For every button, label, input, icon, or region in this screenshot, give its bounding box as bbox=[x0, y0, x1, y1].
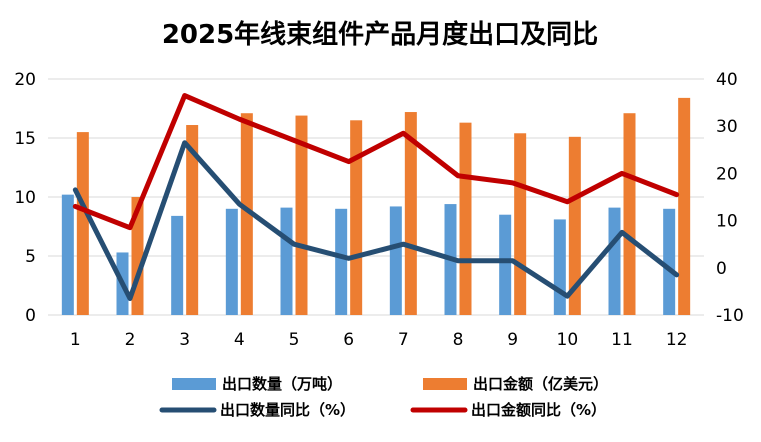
bar-export-volume bbox=[335, 208, 348, 315]
category-label: 8 bbox=[453, 330, 464, 350]
bar-export-value bbox=[240, 113, 253, 315]
left-tick-label: 5 bbox=[25, 247, 36, 267]
bar-export-value bbox=[514, 133, 527, 315]
category-label: 5 bbox=[289, 330, 300, 350]
bar-export-value bbox=[186, 125, 199, 316]
bar-export-value bbox=[568, 136, 581, 315]
legend-label: 出口数量同比（%） bbox=[220, 401, 355, 419]
right-tick-label: 30 bbox=[716, 117, 738, 137]
legend-swatch bbox=[423, 378, 467, 390]
left-tick-label: 20 bbox=[14, 70, 36, 90]
legend-item: 出口数量同比（%） bbox=[159, 401, 355, 419]
legend-label: 出口金额（亿美元） bbox=[473, 375, 608, 393]
left-tick-label: 0 bbox=[25, 306, 36, 326]
legend-label: 出口数量（万吨） bbox=[222, 375, 342, 393]
bar-export-value bbox=[459, 122, 472, 315]
bar-series bbox=[61, 97, 691, 316]
category-label: 3 bbox=[179, 330, 190, 350]
legend-item: 出口金额同比（%） bbox=[410, 401, 606, 419]
bar-export-volume bbox=[389, 206, 402, 315]
left-tick-label: 15 bbox=[14, 129, 36, 149]
legend-label: 出口金额同比（%） bbox=[471, 401, 606, 419]
bar-export-volume bbox=[608, 207, 621, 315]
right-tick-label: 10 bbox=[716, 212, 738, 232]
bar-export-value bbox=[404, 112, 417, 315]
right-tick-label: -10 bbox=[716, 306, 744, 326]
category-label: 9 bbox=[507, 330, 518, 350]
right-tick-label: 40 bbox=[716, 70, 738, 90]
category-label: 4 bbox=[234, 330, 245, 350]
category-label: 1 bbox=[70, 330, 81, 350]
left-tick-label: 10 bbox=[14, 188, 36, 208]
chart-title: 2025年线束组件产品月度出口及同比 bbox=[162, 19, 598, 50]
bar-export-volume bbox=[280, 207, 293, 315]
bar-export-volume bbox=[499, 214, 512, 315]
bar-export-value bbox=[76, 132, 89, 315]
bar-export-value bbox=[295, 115, 308, 315]
category-label: 7 bbox=[398, 330, 409, 350]
category-label: 12 bbox=[666, 330, 688, 350]
gridlines bbox=[48, 78, 704, 316]
bar-export-volume bbox=[225, 208, 238, 315]
legend-item: 出口金额（亿美元） bbox=[423, 375, 608, 393]
legend-swatch bbox=[172, 378, 216, 390]
category-label: 6 bbox=[343, 330, 354, 350]
legend-item: 出口数量（万吨） bbox=[172, 375, 342, 393]
right-tick-label: 20 bbox=[716, 164, 738, 184]
bar-export-volume bbox=[553, 219, 566, 315]
category-label: 2 bbox=[125, 330, 136, 350]
line-series bbox=[72, 93, 680, 301]
category-label: 10 bbox=[557, 330, 579, 350]
bar-export-value bbox=[678, 97, 691, 315]
bar-export-volume bbox=[61, 194, 74, 315]
line-volume-yoy bbox=[72, 140, 680, 301]
bar-export-value bbox=[350, 120, 363, 315]
bar-export-volume bbox=[663, 208, 676, 315]
line-value-yoy bbox=[72, 93, 680, 231]
bar-export-volume bbox=[171, 215, 184, 315]
bar-export-value bbox=[623, 113, 636, 315]
category-label: 11 bbox=[611, 330, 633, 350]
legend: 出口数量（万吨） 出口金额（亿美元） 出口数量同比（%） 出口金额同比（%） bbox=[159, 375, 608, 419]
right-tick-label: 0 bbox=[716, 259, 727, 279]
